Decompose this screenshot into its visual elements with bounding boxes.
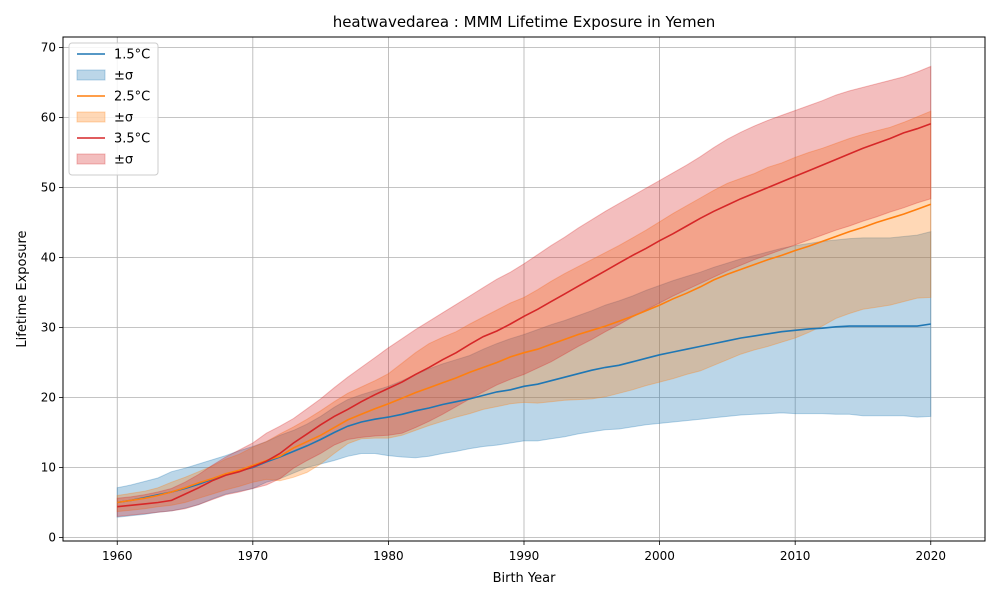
y-tick-label: 10 <box>41 461 56 475</box>
line-series-3 <box>117 123 932 508</box>
legend-label-band: ±σ <box>114 153 133 168</box>
legend-label-band: ±σ <box>114 111 133 126</box>
x-tick-label: 2010 <box>780 549 811 563</box>
x-tick-label: 1990 <box>509 549 540 563</box>
chart-title: heatwavedarea : MMM Lifetime Exposure in… <box>333 13 716 31</box>
legend-band-swatch <box>76 111 106 123</box>
y-tick-label: 0 <box>48 531 56 545</box>
y-tick-label: 20 <box>41 391 56 405</box>
line-series-2 <box>117 203 932 504</box>
lines <box>117 123 932 508</box>
legend-label-band: ±σ <box>114 69 133 84</box>
legend-label-series: 1.5°C <box>114 48 150 63</box>
x-tick-label: 1970 <box>238 549 269 563</box>
band-series-1 <box>116 230 932 518</box>
x-tick-label: 1980 <box>373 549 404 563</box>
bands <box>116 65 932 518</box>
legend-band-swatch <box>76 153 106 165</box>
x-tick-label: 2020 <box>915 549 946 563</box>
grid <box>63 37 985 541</box>
y-axis-label: Lifetime Exposure <box>15 230 30 347</box>
legend: 1.5°C ±σ 2.5°C ±σ 3.5°C ±σ <box>68 42 159 176</box>
legend-band-swatch <box>76 69 106 81</box>
x-tick-label: 2000 <box>644 549 675 563</box>
y-tick-label: 50 <box>41 181 56 195</box>
y-tick-label: 70 <box>41 41 56 55</box>
x-tick-label: 1960 <box>102 549 133 563</box>
y-tick-label: 40 <box>41 251 56 265</box>
legend-frame <box>68 42 159 176</box>
legend-label-series: 2.5°C <box>114 90 150 105</box>
ticks: 1960 1970 1980 1990 2000 2010 2020 0 10 20 30 40 50 6… <box>41 41 946 564</box>
y-tick-label: 60 <box>41 111 56 125</box>
x-axis-label: Birth Year <box>493 571 557 586</box>
y-tick-label: 30 <box>41 321 56 335</box>
legend-label-series: 3.5°C <box>114 132 150 147</box>
band-series-3 <box>116 65 932 518</box>
band-series-2 <box>116 110 932 513</box>
